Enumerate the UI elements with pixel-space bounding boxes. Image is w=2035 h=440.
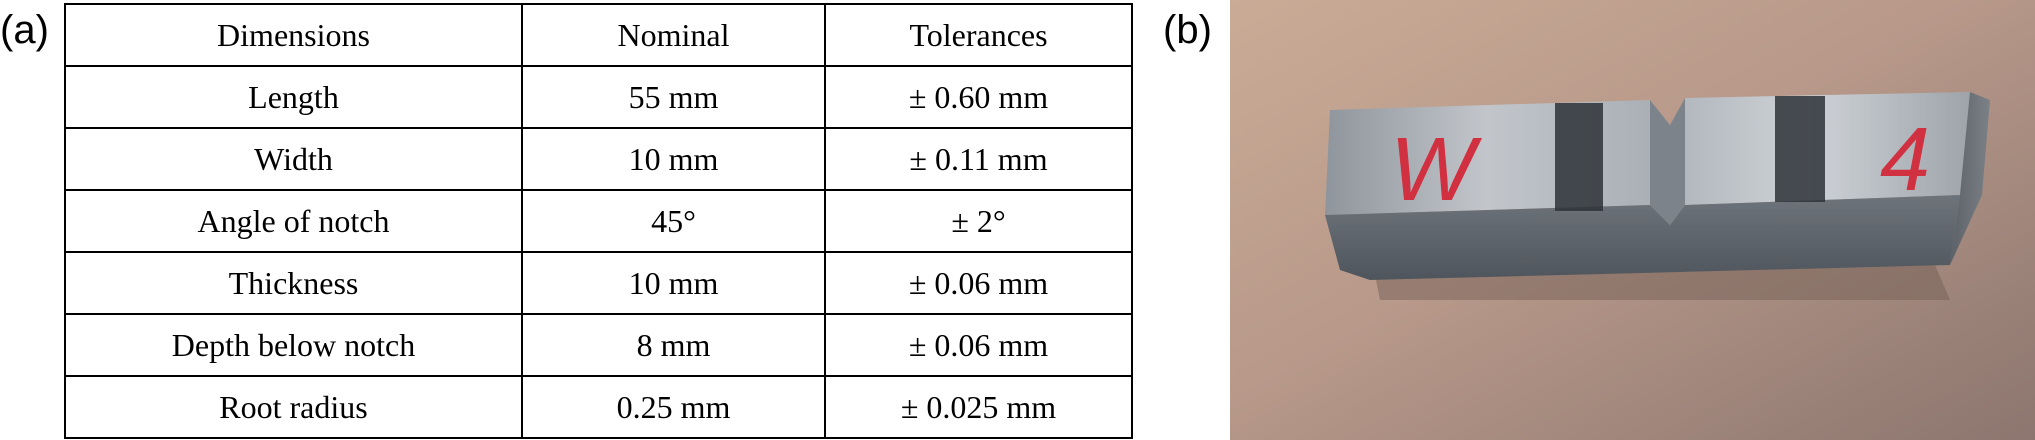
cell-tolerance: ± 0.06 mm — [824, 313, 1133, 377]
table-row: Width 10 mm ± 0.11 mm — [64, 127, 1133, 191]
cell-nominal: 45° — [521, 189, 826, 253]
cell-dimension: Depth below notch — [64, 313, 523, 377]
cell-nominal: 0.25 mm — [521, 375, 826, 439]
cell-nominal: 55 mm — [521, 65, 826, 129]
cell-dimension: Angle of notch — [64, 189, 523, 253]
cell-tolerance: ± 0.11 mm — [824, 127, 1133, 191]
cell-nominal: 8 mm — [521, 313, 826, 377]
cell-tolerance: ± 2° — [824, 189, 1133, 253]
specimen-end-face — [1950, 92, 1990, 265]
cell-tolerance: ± 0.025 mm — [824, 375, 1133, 439]
cell-nominal: 10 mm — [521, 127, 826, 191]
specimen-marking-left: W — [1390, 120, 1483, 220]
cell-tolerance: ± 0.06 mm — [824, 251, 1133, 315]
header-nominal: Nominal — [521, 3, 826, 67]
grit-mark-left — [1555, 103, 1603, 211]
table-row: Root radius 0.25 mm ± 0.025 mm — [64, 375, 1133, 439]
header-dimensions: Dimensions — [64, 3, 523, 67]
cell-dimension: Width — [64, 127, 523, 191]
specimen-photo-drawing: W 4 — [1230, 0, 2035, 440]
table-row: Depth below notch 8 mm ± 0.06 mm — [64, 313, 1133, 377]
panel-label-b: (b) — [1163, 8, 1212, 52]
table-header-row: Dimensions Nominal Tolerances — [64, 3, 1133, 67]
table-row: Thickness 10 mm ± 0.06 mm — [64, 251, 1133, 315]
cell-nominal: 10 mm — [521, 251, 826, 315]
specimen-photo: W 4 — [1230, 0, 2035, 440]
panel-label-a: (a) — [0, 8, 49, 52]
table-row: Length 55 mm ± 0.60 mm — [64, 65, 1133, 129]
specimen-front-face — [1325, 195, 1960, 280]
specimen-marking-right: 4 — [1880, 110, 1930, 210]
table-row: Angle of notch 45° ± 2° — [64, 189, 1133, 253]
cell-dimension: Root radius — [64, 375, 523, 439]
header-tolerances: Tolerances — [824, 3, 1133, 67]
cell-dimension: Length — [64, 65, 523, 129]
dimensions-table: Dimensions Nominal Tolerances Length 55 … — [64, 3, 1133, 439]
specimen-notch — [1650, 98, 1685, 225]
grit-mark-right — [1775, 96, 1825, 202]
cell-tolerance: ± 0.60 mm — [824, 65, 1133, 129]
cell-dimension: Thickness — [64, 251, 523, 315]
